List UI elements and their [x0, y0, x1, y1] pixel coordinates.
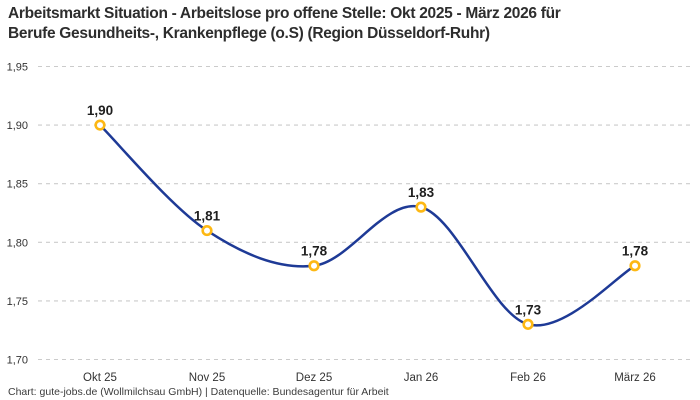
data-point-marker	[415, 201, 427, 213]
chart-title-line-1: Arbeitsmarkt Situation - Arbeitslose pro…	[8, 5, 561, 22]
data-point-label: 1,78	[622, 244, 649, 259]
chart-title: Arbeitsmarkt Situation - Arbeitslose pro…	[8, 4, 696, 44]
data-point-marker	[629, 260, 641, 272]
data-point-label: 1,73	[515, 302, 542, 317]
x-tick-label: Feb 26	[510, 372, 546, 384]
x-tick-label: Nov 25	[189, 372, 225, 384]
y-tick-label: 1,70	[7, 355, 28, 367]
x-tick-label: März 26	[614, 372, 656, 384]
data-point-marker	[94, 119, 106, 131]
y-tick-label: 1,80	[7, 237, 28, 249]
y-tick-label: 1,85	[7, 179, 28, 191]
data-point-marker	[522, 318, 534, 330]
data-point-marker	[308, 260, 320, 272]
data-point-marker	[201, 224, 213, 237]
chart-footer: Chart: gute-jobs.de (Wollmilchsau GmbH) …	[8, 386, 389, 398]
data-point-label: 1,81	[194, 209, 221, 224]
data-point-label: 1,78	[301, 244, 328, 259]
x-tick-label: Dez 25	[296, 372, 332, 384]
chart-title-line-2: Berufe Gesundheits-, Krankenpflege (o.S)…	[8, 25, 490, 42]
x-tick-label: Okt 25	[83, 372, 117, 384]
y-tick-label: 1,75	[7, 296, 28, 308]
y-tick-label: 1,95	[7, 62, 28, 74]
series-line	[98, 123, 637, 327]
data-point-label: 1,83	[408, 185, 435, 200]
data-point-label: 1,90	[87, 103, 113, 118]
x-tick-label: Jan 26	[404, 372, 439, 384]
y-tick-label: 1,90	[7, 120, 28, 132]
